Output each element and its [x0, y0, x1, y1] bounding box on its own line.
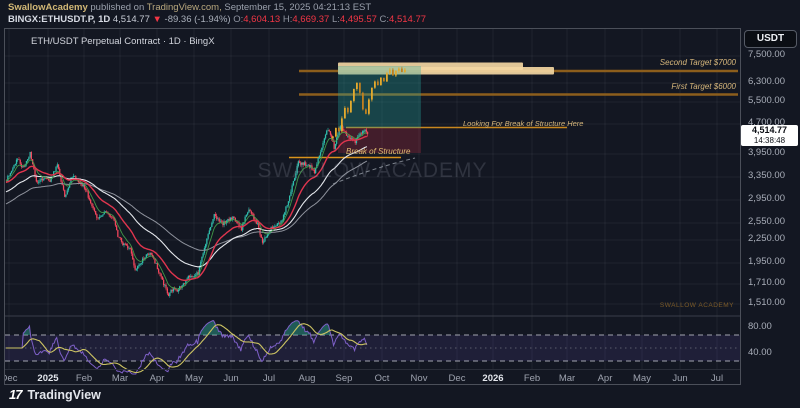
time-axis-label: Mar — [111, 373, 129, 384]
chart-area: ETH/USDT Perpetual Contract · 1D · BingX… — [4, 28, 741, 385]
time-axis-label: Jun — [672, 373, 688, 384]
publish-info: SwallowAcademy published on TradingView.… — [8, 2, 371, 13]
price-axis-label: 2,950.00 — [748, 193, 785, 204]
annotation-first-target[interactable]: First Target $6000 — [671, 82, 736, 91]
time-axis-label: Mar — [558, 373, 576, 384]
publish-date: September 15, 2025 04:21:13 EST — [221, 2, 372, 13]
price-axis-label: 1,710.00 — [748, 277, 785, 288]
time-axis-label: Dec — [5, 373, 18, 384]
price-axis-label: 1,510.00 — [748, 297, 785, 308]
price-axis-label: 1,950.00 — [748, 256, 785, 267]
time-axis-label: Jul — [710, 373, 724, 384]
annotation-looking-for-bos[interactable]: Looking For Break of Structure Here — [463, 119, 584, 128]
time-axis-label: 2026 — [482, 373, 504, 384]
tradingview-glyph-icon: 17 — [9, 387, 23, 402]
currency-toggle-button[interactable]: USDT — [744, 30, 797, 48]
last-price: 4,514.77 — [112, 14, 150, 25]
time-axis-label: Feb — [75, 373, 93, 384]
price-axis-label: 3,350.00 — [748, 170, 785, 181]
time-axis-label: Oct — [374, 373, 390, 384]
time-axis-label: 2025 — [37, 373, 59, 384]
time-axis-label: Aug — [298, 373, 316, 384]
price-axis-label: 2,250.00 — [748, 233, 785, 244]
badge-price: 4,514.77 — [751, 125, 788, 135]
low-value: 4,495.57 — [339, 14, 377, 25]
time-axis-label: May — [633, 373, 651, 384]
open-value: 4,604.13 — [243, 14, 281, 25]
symbol-name: BINGX:ETHUSDT.P, 1D — [8, 14, 111, 25]
time-axis-label: May — [185, 373, 203, 384]
annotation-second-target[interactable]: Second Target $7000 — [659, 58, 736, 67]
price-axis-label: 5,500.00 — [748, 95, 785, 106]
price-axis-label: 80.00 — [748, 321, 772, 332]
time-axis-label: Feb — [523, 373, 541, 384]
time-axis-label: Jun — [223, 373, 239, 384]
symbol-info-bar: BINGX:ETHUSDT.P, 1D 4,514.77 ▼ -89.36 (-… — [8, 14, 427, 25]
last-price-badge: 4,514.77 14:38:48 — [741, 125, 798, 146]
price-change: -89.36 (-1.94%) — [164, 14, 231, 25]
chart-title: ETH/USDT Perpetual Contract · 1D · BingX — [31, 36, 215, 47]
badge-countdown: 14:38:48 — [753, 136, 786, 145]
high-value: 4,669.37 — [292, 14, 330, 25]
tradingview-logo[interactable]: 17 TradingView — [9, 387, 101, 402]
time-axis-label: Jul — [262, 373, 276, 384]
annotation-break-of-structure[interactable]: Break of Structure — [346, 147, 411, 156]
price-axis-label: 7,500.00 — [748, 49, 785, 60]
time-axis-label: Apr — [149, 373, 165, 384]
price-axis-label: 4,700.00 — [748, 117, 785, 128]
time-axis[interactable]: Dec 2025 Feb Mar Apr May Jun Jul Aug Sep Oct Nov Dec… — [5, 369, 740, 385]
time-axis-label: Apr — [597, 373, 613, 384]
site-name: TradingView.com, — [146, 2, 222, 13]
time-axis-label: Nov — [410, 373, 428, 384]
price-axis[interactable]: USDT 4,514.77 14:38:48 7,500.00 6,300.00 5… — [740, 28, 800, 384]
price-axis-label: 6,300.00 — [748, 76, 785, 87]
author-name: SwallowAcademy — [8, 2, 88, 13]
down-arrow-icon: ▼ — [152, 14, 162, 25]
price-axis-label: 40.00 — [748, 347, 772, 358]
time-axis-label: Sep — [335, 373, 353, 384]
publish-text: published on — [87, 2, 147, 13]
time-axis-label: Dec — [448, 373, 466, 384]
tradingview-brand: TradingView — [27, 387, 101, 402]
close-value: 4,514.77 — [389, 14, 427, 25]
price-axis-label: 3,950.00 — [748, 147, 785, 158]
price-axis-label: 2,550.00 — [748, 216, 785, 227]
chart-canvas[interactable] — [5, 29, 740, 384]
